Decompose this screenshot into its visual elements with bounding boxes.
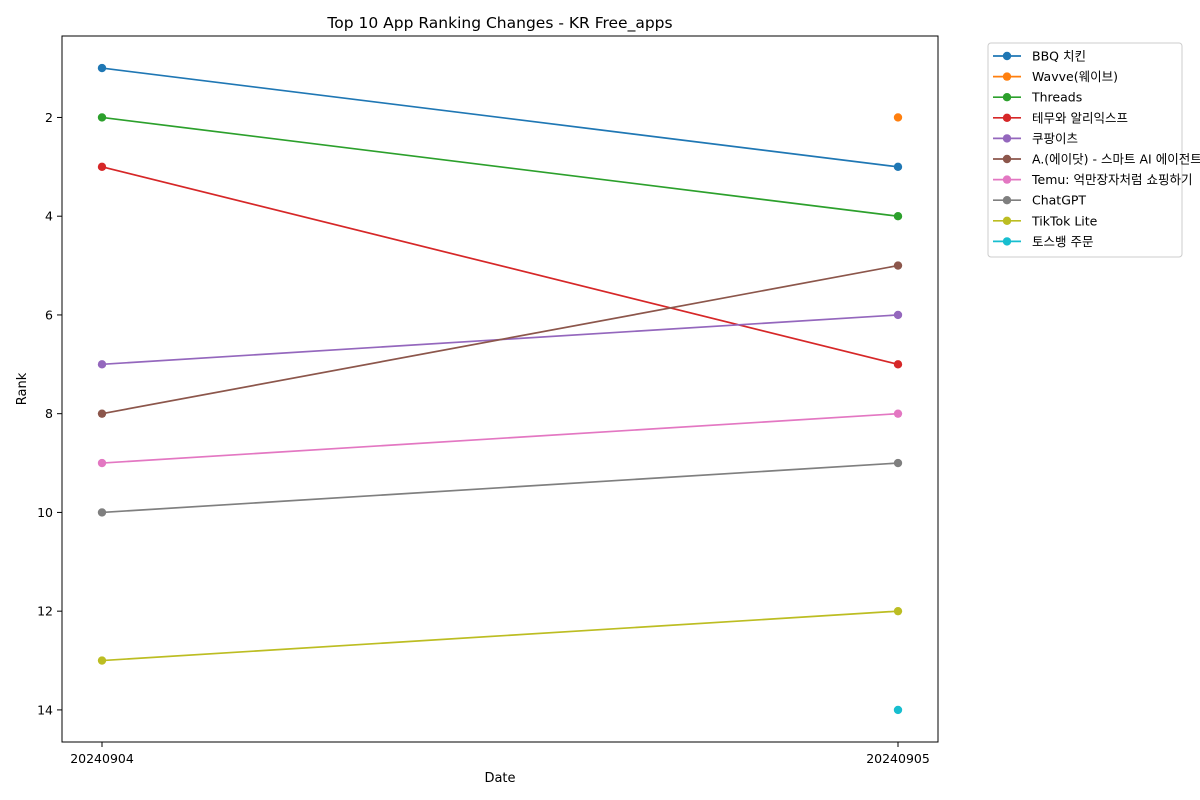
y-tick-label: 8 <box>45 406 53 421</box>
series-line <box>101 116 899 218</box>
legend-label: Wavve(웨이브) <box>1032 69 1118 84</box>
legend-item: TikTok Lite <box>993 213 1098 228</box>
legend-label: 토스뱅 주문 <box>1032 234 1093 249</box>
data-point <box>893 705 903 715</box>
legend-item: Wavve(웨이브) <box>993 69 1118 84</box>
data-point <box>97 409 107 418</box>
data-point <box>893 310 903 320</box>
series-line <box>101 462 899 514</box>
data-point <box>893 606 903 616</box>
chart-title: Top 10 App Ranking Changes - KR Free_app… <box>326 14 672 33</box>
legend-marker <box>1002 51 1012 61</box>
data-point <box>893 261 903 270</box>
series-line <box>101 67 899 168</box>
legend-item: BBQ 치킨 <box>993 49 1086 64</box>
legend-marker <box>1002 93 1012 102</box>
legend-item: 테무와 알리익스프 <box>993 110 1128 125</box>
legend-item: 토스뱅 주문 <box>993 234 1093 249</box>
legend-marker <box>1002 113 1012 123</box>
data-point <box>97 458 107 468</box>
legend-item: 쿠팡이츠 <box>993 131 1078 146</box>
plot-frame <box>61 35 939 743</box>
data-point <box>893 113 903 122</box>
legend-item: ChatGPT <box>993 193 1086 208</box>
data-point <box>97 63 107 73</box>
legend-label: BBQ 치킨 <box>1032 49 1086 64</box>
y-tick-label: 6 <box>45 307 53 322</box>
legend-label: TikTok Lite <box>1031 213 1098 228</box>
x-axis: 20240904 20240905 <box>70 742 930 766</box>
y-tick-label: 12 <box>37 604 53 619</box>
legend-marker <box>1002 72 1012 81</box>
y-tick-label: 10 <box>37 505 53 520</box>
series-line <box>101 412 899 464</box>
legend-box <box>987 42 1183 258</box>
data-point <box>893 162 903 172</box>
x-axis-label: Date <box>484 771 515 786</box>
data-point <box>97 360 107 369</box>
legend-marker <box>1002 237 1012 246</box>
plot-area <box>97 63 903 715</box>
data-point <box>97 162 107 172</box>
legend-label: 쿠팡이츠 <box>1032 131 1078 146</box>
legend-marker <box>1002 154 1012 164</box>
legend-item: A.(에이닷) - 스마트 AI 에이전트 <box>993 152 1200 167</box>
legend-label: ChatGPT <box>1032 193 1086 208</box>
legend-label: 테무와 알리익스프 <box>1032 110 1128 125</box>
data-point <box>893 409 903 418</box>
series-line <box>101 166 899 366</box>
legend-marker <box>1002 196 1012 205</box>
data-point <box>893 458 903 468</box>
data-point <box>97 656 107 665</box>
data-point <box>893 360 903 369</box>
y-tick-label: 2 <box>45 110 53 125</box>
legend-label: Temu: 억만장자처럼 쇼핑하기 <box>1031 172 1192 187</box>
y-axis: 2 4 6 8 10 12 14 <box>37 110 62 717</box>
legend-marker <box>1002 134 1012 143</box>
data-point <box>893 212 903 221</box>
series-line <box>101 610 899 662</box>
data-point <box>97 508 107 517</box>
legend-label: Threads <box>1031 90 1082 105</box>
y-axis-label: Rank <box>15 372 30 405</box>
y-tick-label: 4 <box>45 209 53 224</box>
legend-marker <box>1002 175 1012 184</box>
y-tick-label: 14 <box>37 702 53 717</box>
legend-label: A.(에이닷) - 스마트 AI 에이전트 <box>1032 152 1200 167</box>
data-point <box>97 113 107 122</box>
legend-item: Threads <box>993 90 1082 105</box>
legend-item: Temu: 억만장자처럼 쇼핑하기 <box>993 172 1192 187</box>
legend-marker <box>1002 216 1012 225</box>
x-tick-label: 20240905 <box>866 751 930 766</box>
x-tick-label: 20240904 <box>70 751 134 766</box>
series-line <box>101 264 899 415</box>
